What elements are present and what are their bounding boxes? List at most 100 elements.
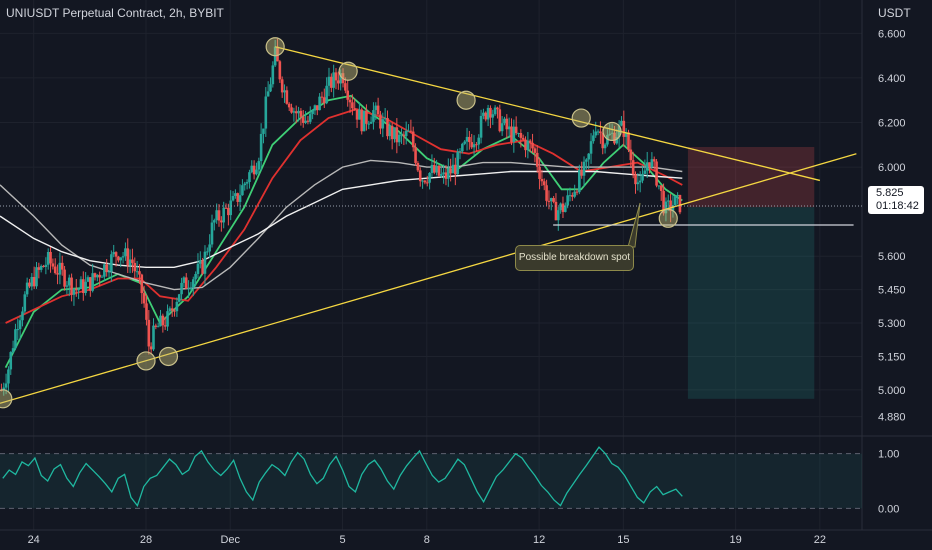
candle-body (538, 166, 541, 180)
oscillator-tick-label: 0.00 (878, 503, 899, 515)
breakdown-annotation[interactable]: Possible breakdown spot (515, 245, 634, 271)
candle-body (542, 181, 546, 186)
price-tick-label: 6.400 (878, 73, 906, 85)
candle-body (30, 276, 34, 287)
candle-body (46, 251, 50, 265)
candle-body (107, 271, 111, 273)
candle-body (32, 276, 36, 287)
candle-body (379, 114, 382, 129)
candle-body (526, 140, 530, 151)
trendlines[interactable] (0, 46, 857, 404)
candle-body (493, 107, 497, 115)
chart-title: UNIUSDT Perpetual Contract, 2h, BYBIT (6, 6, 224, 20)
candle-body (264, 96, 268, 129)
candle-body (638, 180, 642, 183)
candle-body (77, 288, 80, 291)
candle-body (447, 168, 450, 179)
touch-marker (265, 37, 285, 57)
axes: 6.600 6.400 6.200 6.000 5.600 5.450 5.300 5.150… (0, 28, 906, 546)
candle-body (503, 118, 506, 124)
candle-body (140, 274, 144, 294)
candle-body (510, 126, 513, 142)
candle-body (332, 72, 335, 88)
candle-body (634, 174, 637, 185)
candle-body (358, 109, 361, 120)
candle-body (351, 102, 354, 109)
candle-body (344, 83, 347, 91)
candle-body (294, 111, 298, 114)
candle-body (152, 325, 155, 350)
ma_slow_2-line (0, 170, 683, 268)
candle-body (650, 159, 654, 167)
candle-body (299, 110, 303, 117)
lower_support-line (0, 153, 857, 404)
candle-body (177, 294, 181, 302)
candle-body (147, 319, 151, 347)
candle-body (91, 273, 94, 291)
candle-body (292, 111, 296, 113)
candle-body (435, 165, 438, 173)
candle-body (482, 112, 485, 116)
candle-body (365, 110, 368, 124)
candle-body (571, 195, 574, 197)
candle-body (528, 140, 532, 143)
candle-body (42, 265, 45, 267)
candle-body (662, 190, 665, 214)
candle-body (227, 208, 230, 216)
candle-body (126, 248, 130, 266)
candle-body (4, 383, 8, 388)
candle-body (404, 130, 408, 137)
candle-body (669, 200, 672, 212)
candle-body (517, 132, 520, 134)
candle-body (449, 168, 452, 174)
candle-body (184, 277, 188, 289)
candle-body (353, 108, 357, 110)
candle-body (37, 267, 41, 270)
candle-body (395, 127, 399, 143)
candle-body (182, 277, 186, 283)
candle-body (173, 310, 176, 312)
candle-body (461, 143, 464, 152)
candle-body (266, 91, 270, 97)
touch-points (0, 37, 678, 409)
candle-body (381, 119, 385, 129)
candle-body (610, 132, 614, 134)
candle-body (320, 96, 324, 98)
candle-body (409, 130, 413, 132)
ema_mid-line (5, 108, 683, 324)
candle-body (16, 329, 20, 331)
candle-body (210, 222, 214, 245)
candle-body (21, 311, 24, 321)
candle-body (489, 107, 492, 118)
candle-body (84, 281, 87, 293)
candle-body (96, 274, 99, 278)
candle-body (313, 105, 317, 111)
candle-body (631, 160, 635, 175)
candle-body (189, 287, 193, 289)
ma_slow_1-line (0, 159, 683, 291)
candle-body (306, 120, 310, 122)
candle-body (262, 128, 265, 134)
last-price-value: 5.825 (876, 187, 904, 199)
candle-body (105, 264, 108, 273)
candle-body (512, 126, 516, 142)
target-zone (687, 207, 815, 399)
candle-body (645, 162, 649, 171)
time-tick-label: 12 (533, 534, 545, 546)
candles (0, 38, 682, 396)
candle-body (252, 165, 256, 175)
candle-body (533, 148, 537, 153)
candle-body (428, 172, 431, 183)
candle-body (561, 203, 565, 212)
candle-body (552, 198, 555, 202)
candle-body (418, 170, 422, 182)
candle-body (149, 346, 153, 350)
price-tick-label: 6.600 (878, 28, 906, 40)
candle-body (285, 90, 289, 104)
oscillator-tick-label: 1.00 (878, 449, 899, 461)
candle-body (484, 112, 488, 120)
candle-body (278, 61, 282, 80)
candle-body (187, 288, 190, 290)
candle-body (388, 125, 392, 137)
